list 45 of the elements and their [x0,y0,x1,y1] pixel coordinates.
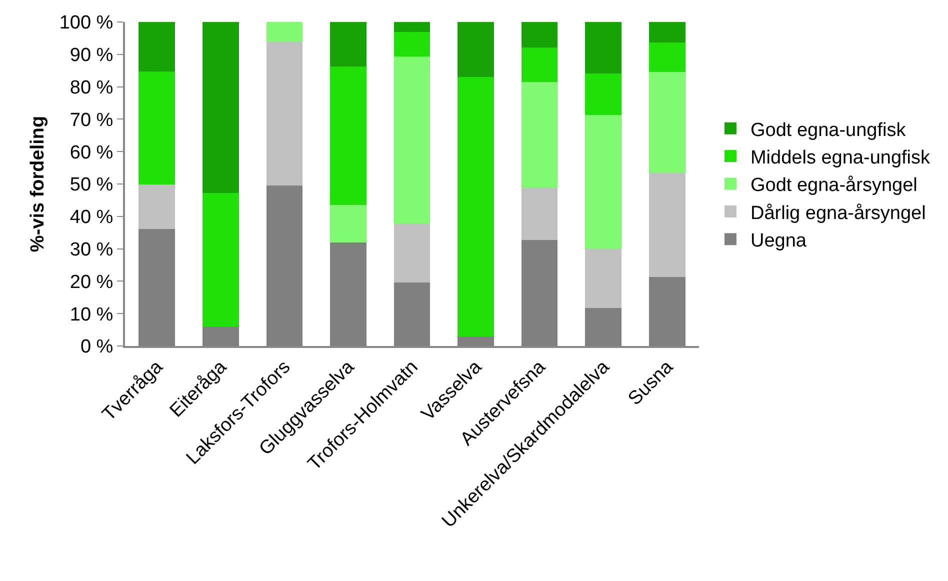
bar [521,82,558,188]
bar [648,42,686,72]
bar [202,192,239,327]
bar [585,22,622,74]
y-tick-label: 70 % [70,110,114,131]
bar [202,22,239,193]
bar [585,74,622,115]
y-tick-label: 80 % [70,77,114,98]
bar [138,72,176,185]
bar [138,184,176,230]
bar [521,48,558,82]
bar [648,22,686,43]
bar [585,114,622,248]
bar [394,22,430,32]
y-tick-label: 60 % [70,142,114,164]
y-tick-label: 90 % [70,45,114,66]
bar [648,172,686,277]
legend-label: Middels egna-ungfisk [750,147,931,168]
y-tick-label: 10 % [70,304,114,326]
bar [458,77,494,337]
bar [521,188,558,240]
bar [266,22,303,42]
y-tick-label: 20 % [70,272,114,293]
legend-label: Uegna [750,230,807,252]
bar [585,248,622,308]
bar [330,205,366,242]
legend-label: Godt egna-årsyngel [750,175,918,196]
bar [648,72,686,173]
bar [394,32,430,57]
y-axis-title: %-vis fordeling [28,116,49,252]
y-tick-label: 100 % [59,12,114,34]
bar [394,56,430,224]
y-tick-label: 40 % [70,207,114,228]
bar [394,224,430,282]
bar [138,22,176,72]
bar [521,22,558,48]
y-tick-label: 0 % [80,336,114,358]
bar [330,22,366,67]
bar [458,22,494,78]
y-tick-label: 50 % [70,174,114,196]
legend-label: Godt egna-ungfisk [750,120,906,141]
bar [266,42,303,186]
legend-label: Dårlig egna-årsyngel [750,202,926,224]
bar [330,66,366,206]
y-tick-label: 30 % [70,239,114,260]
